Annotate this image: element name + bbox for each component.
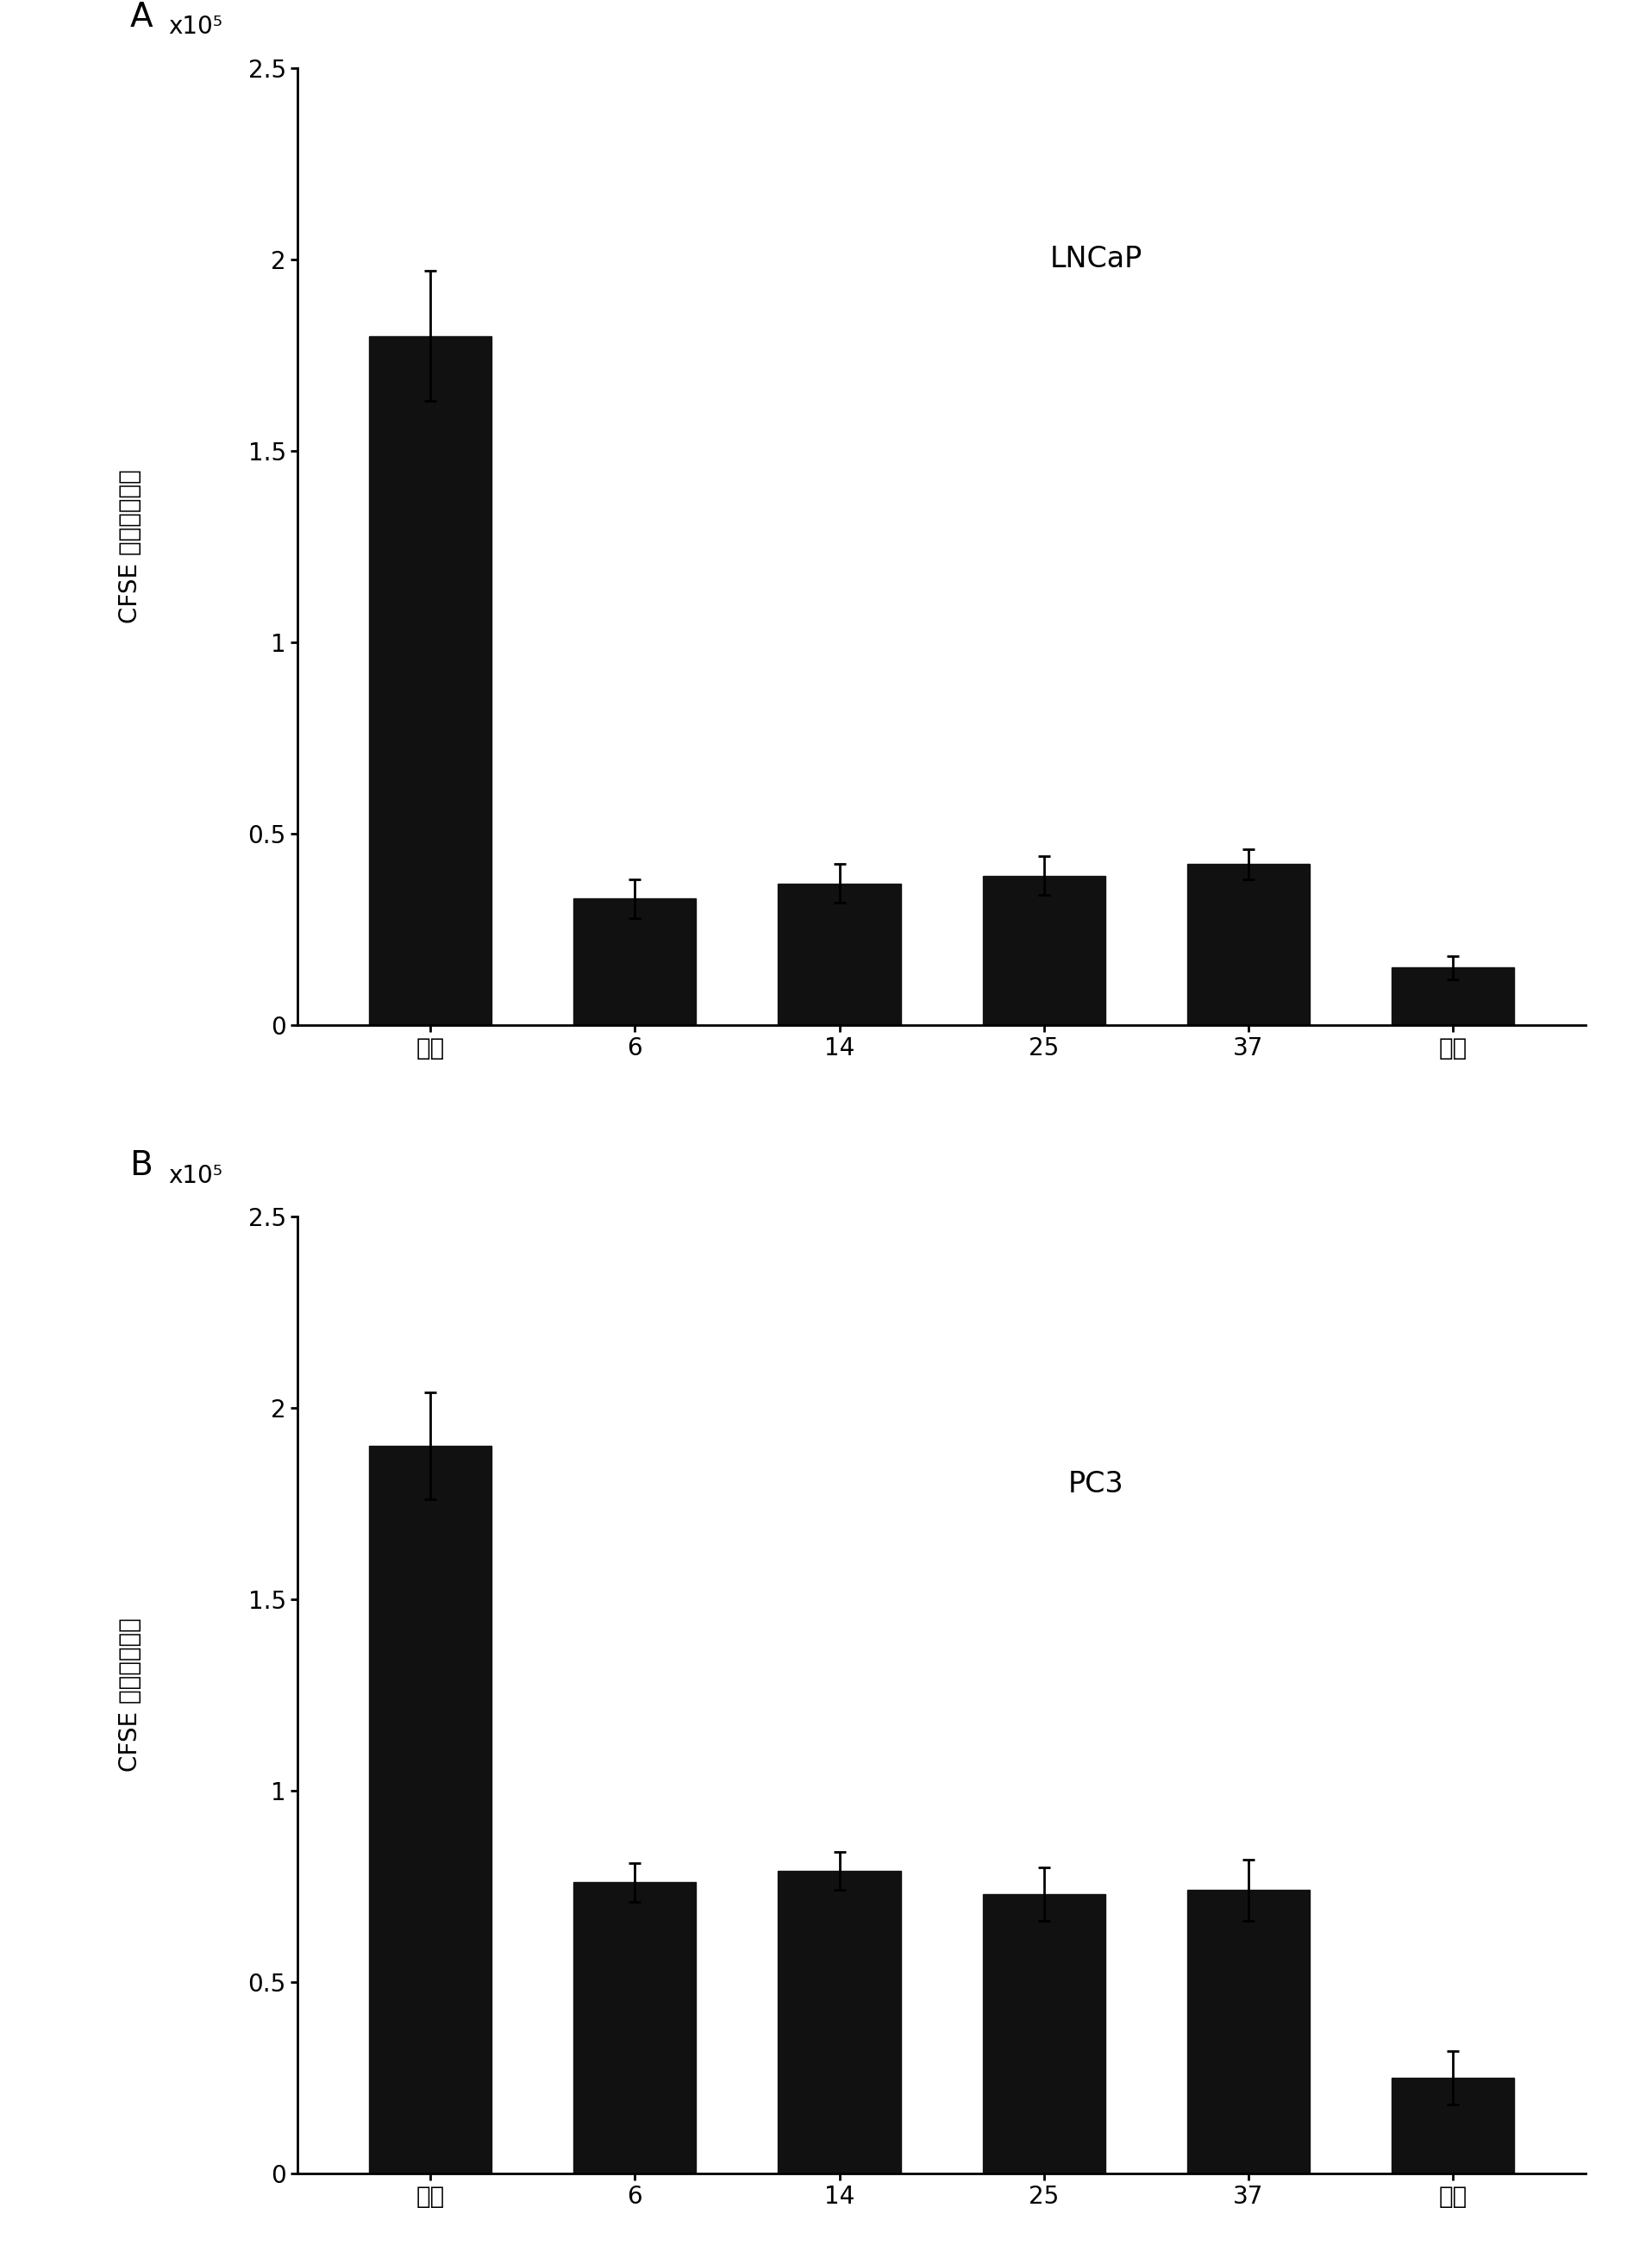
Bar	[983, 876, 1105, 1026]
Bar	[1188, 865, 1310, 1026]
Bar	[1391, 967, 1515, 1026]
Text: LNCaP: LNCaP	[1051, 245, 1143, 274]
Text: x10⁵: x10⁵	[169, 16, 223, 38]
Bar	[778, 1870, 900, 2173]
Text: B: B	[131, 1150, 154, 1182]
Bar	[1391, 2078, 1515, 2173]
Bar	[368, 335, 492, 1026]
Text: CFSE 阳性细胞数量: CFSE 阳性细胞数量	[117, 469, 142, 623]
Bar	[983, 1895, 1105, 2173]
Text: CFSE 阳性细胞数量: CFSE 阳性细胞数量	[117, 1619, 142, 1773]
Bar	[778, 883, 900, 1026]
Bar	[368, 1447, 492, 2173]
Bar	[1188, 1890, 1310, 2173]
Text: PC3: PC3	[1069, 1469, 1123, 1499]
Text: x10⁵: x10⁵	[169, 1164, 223, 1189]
Text: A: A	[131, 0, 152, 34]
Bar	[573, 1881, 695, 2173]
Bar	[573, 899, 695, 1026]
